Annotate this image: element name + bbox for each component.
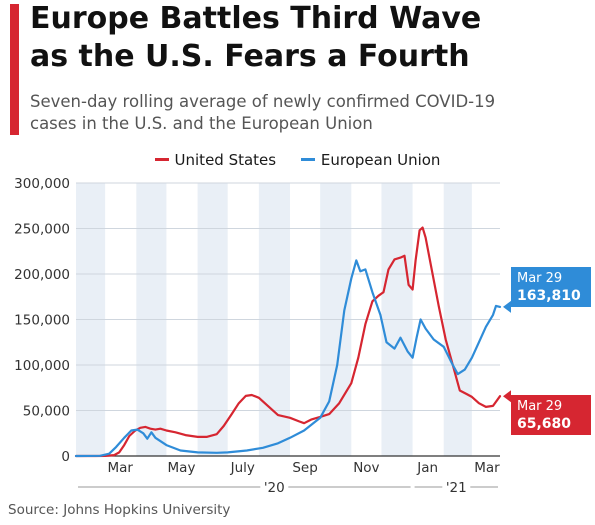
callout-value-united-states: 65,680	[517, 416, 571, 432]
legend-swatch-united-states	[154, 158, 169, 161]
chart-subtitle: Seven-day rolling average of newly confi…	[30, 91, 590, 135]
chart-subtitle-line-1: Seven-day rolling average of newly confi…	[30, 92, 496, 111]
chart-title-line-1: Europe Battles Third Wave	[30, 1, 482, 36]
y-gridlines	[76, 182, 500, 457]
series-line-european-union	[74, 259, 502, 458]
x-tick-label: May	[168, 460, 196, 476]
y-axis-ticks: 0 50,000 100,000 150,000 200,000 250,000 300,0…	[14, 176, 70, 465]
x-tick-label: Jan	[416, 460, 438, 476]
x-tick-label: Nov	[353, 460, 379, 476]
y-tick-label: 300,000	[14, 176, 70, 192]
y-tick-label: 200,000	[14, 267, 70, 283]
y-tick-label: 0	[61, 449, 70, 465]
legend-swatch-european-union	[300, 158, 315, 161]
legend-item-european-union: European Union	[300, 151, 441, 169]
x-tick-label: Mar	[107, 460, 133, 476]
callout-pointer-united-states	[503, 390, 511, 403]
year-label: '21	[446, 480, 467, 496]
legend-label-european-union: European Union	[320, 151, 441, 169]
chart-subtitle-line-2: cases in the U.S. and the European Union	[30, 114, 373, 133]
chart-title-line-2: as the U.S. Fears a Fourth	[30, 39, 470, 74]
callout-date-united-states: Mar 29	[517, 399, 562, 414]
accent-bar	[10, 4, 19, 135]
chart-title: Europe Battles Third Wave as the U.S. Fe…	[30, 0, 590, 76]
y-tick-label: 50,000	[23, 404, 70, 420]
y-tick-label: 100,000	[14, 358, 70, 374]
series-lines	[74, 226, 502, 458]
series-line-united-states	[74, 226, 502, 458]
callout-pointer-european-union	[503, 300, 511, 313]
end-callouts: Mar 29 65,680 Mar 29 163,810	[503, 267, 591, 435]
callout-value-european-union: 163,810	[517, 288, 581, 304]
callout-box-united-states	[511, 395, 591, 435]
y-tick-label: 150,000	[14, 313, 70, 329]
callout-date-european-union: Mar 29	[517, 271, 562, 286]
year-label: '20	[264, 480, 285, 496]
source-note: Source: Johns Hopkins University	[8, 502, 231, 518]
x-axis-ticks: Mar May July Sep Nov Jan Mar	[107, 460, 500, 476]
legend-label-united-states: United States	[174, 151, 277, 169]
x-tick-label: July	[230, 460, 255, 476]
x-tick-label: Mar	[474, 460, 500, 476]
y-tick-label: 250,000	[14, 222, 70, 238]
year-labels: '20 '21	[78, 480, 498, 496]
legend-item-united-states: United States	[154, 151, 277, 169]
x-tick-label: Sep	[292, 460, 317, 476]
chart-legend: United States European Union	[0, 151, 595, 169]
callout-box-european-union	[511, 267, 591, 307]
